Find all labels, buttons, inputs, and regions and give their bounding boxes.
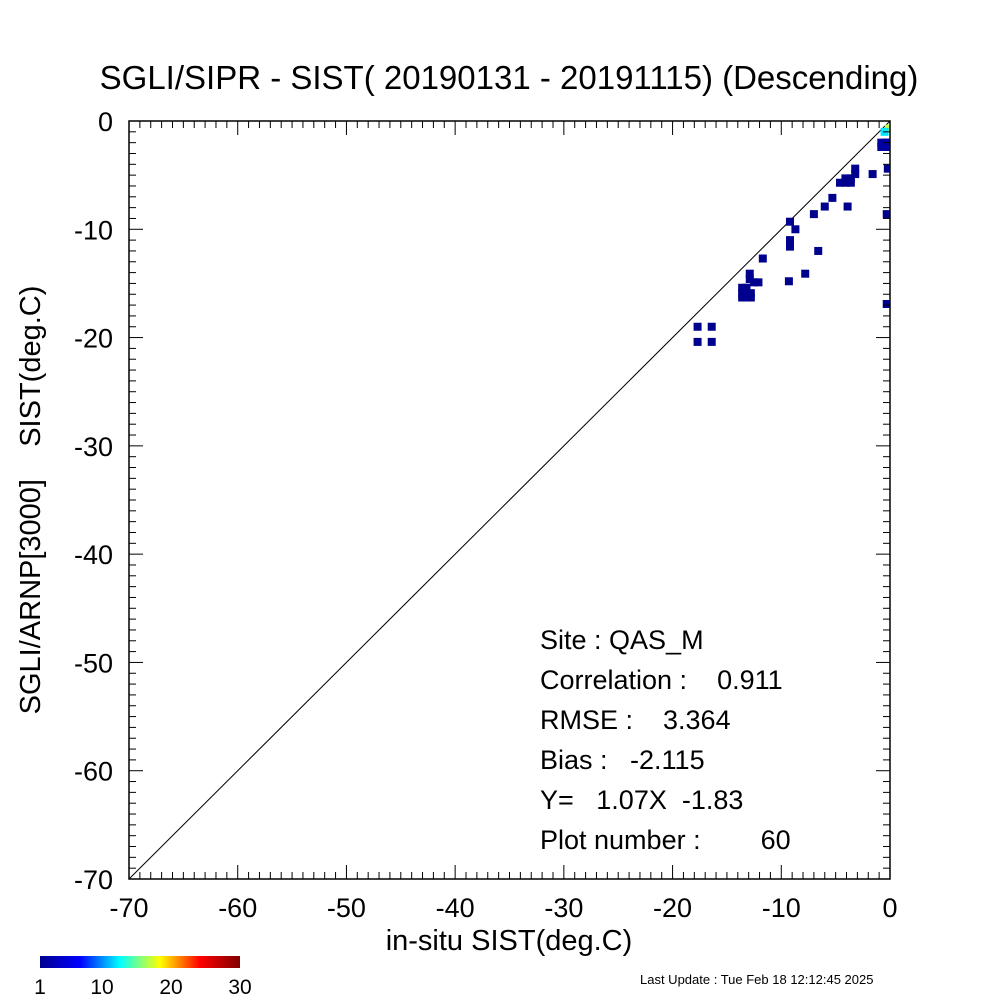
colorbar-gradient <box>40 956 240 968</box>
data-point <box>785 217 794 226</box>
data-point <box>882 210 890 219</box>
data-point <box>738 283 747 292</box>
data-point <box>742 293 751 302</box>
y-tick-label: 0 <box>98 107 113 137</box>
data-point <box>846 174 855 183</box>
data-point <box>745 275 754 284</box>
data-point <box>835 178 844 187</box>
data-point <box>707 337 716 346</box>
data-point <box>754 278 763 287</box>
stat-site: Site : QAS_M <box>540 625 704 655</box>
y-tick-label: -30 <box>74 432 113 462</box>
data-point <box>707 322 716 331</box>
one-to-one-line <box>128 120 891 880</box>
x-tick-label: -40 <box>436 893 475 923</box>
data-point <box>828 193 837 202</box>
y-tick-label: -60 <box>74 757 113 787</box>
data-point <box>750 278 759 287</box>
colorbar-tick-label: 1 <box>34 976 46 999</box>
data-point <box>784 277 793 286</box>
colorbar-tick-label: 10 <box>90 976 113 999</box>
data-point <box>742 283 751 292</box>
data-point <box>877 142 886 151</box>
data-point <box>746 289 755 298</box>
data-point <box>814 246 823 255</box>
colorbar: 1 10 20 30 <box>34 956 252 999</box>
data-point <box>841 174 850 183</box>
x-tick-label: -50 <box>327 893 366 923</box>
data-point <box>758 254 767 263</box>
stat-regression: Y= 1.07X -1.83 <box>540 785 743 815</box>
x-tick-label: -20 <box>653 893 692 923</box>
data-point <box>851 164 860 173</box>
x-tick-label: -60 <box>218 893 257 923</box>
data-point <box>841 178 850 187</box>
data-point <box>742 289 751 298</box>
data-point <box>693 322 702 331</box>
stat-rmse: RMSE : 3.364 <box>540 705 731 735</box>
x-tick-label: 0 <box>882 893 897 923</box>
stats-box: Site : QAS_M Correlation : 0.911 RMSE : … <box>540 625 791 855</box>
y-tick-label: -10 <box>74 215 113 245</box>
y-tick-label: -70 <box>74 865 113 895</box>
colorbar-tick-label: 30 <box>228 976 251 999</box>
data-points <box>693 124 890 346</box>
stat-plot-number: Plot number : 60 <box>540 825 791 855</box>
y-tick-labels: -70 -60 -50 -40 -30 -20 -10 0 <box>74 107 113 895</box>
y-tick-label: -40 <box>74 540 113 570</box>
data-point <box>883 164 890 173</box>
colorbar-labels: 1 10 20 30 <box>34 976 252 999</box>
data-point <box>882 300 890 309</box>
data-point <box>738 289 747 298</box>
y-axis-title: SGLI/ARNP[3000] SIST(deg.C) <box>15 286 47 715</box>
x-tick-label: -30 <box>544 893 583 923</box>
plot-area <box>128 120 891 880</box>
x-tick-labels: -70 -60 -50 -40 -30 -20 -10 0 <box>109 893 897 923</box>
chart-title: SGLI/SIPR - SIST( 20190131 - 20191115) (… <box>100 59 919 96</box>
plot-frame <box>128 120 891 880</box>
data-point <box>884 142 890 151</box>
last-update-text: Last Update : Tue Feb 18 12:12:45 2025 <box>640 972 873 987</box>
data-point <box>746 293 755 302</box>
data-point <box>801 269 810 278</box>
data-point <box>877 138 886 147</box>
data-point <box>738 293 747 302</box>
data-point <box>745 269 754 278</box>
stat-bias: Bias : -2.115 <box>540 745 705 775</box>
data-point <box>785 236 794 245</box>
data-point <box>851 170 860 179</box>
data-point <box>820 202 829 211</box>
data-point <box>843 202 852 211</box>
colorbar-tick-label: 20 <box>159 976 182 999</box>
y-tick-label: -20 <box>74 324 113 354</box>
data-point <box>846 178 855 187</box>
stat-correlation: Correlation : 0.911 <box>540 665 783 695</box>
x-tick-label: -10 <box>762 893 801 923</box>
y-tick-label: -50 <box>74 648 113 678</box>
data-point <box>809 210 818 219</box>
data-point <box>791 225 800 234</box>
x-tick-label: -70 <box>109 893 148 923</box>
data-point <box>693 337 702 346</box>
data-point <box>868 170 877 179</box>
data-point <box>785 242 794 251</box>
x-axis-title: in-situ SIST(deg.C) <box>386 925 633 957</box>
